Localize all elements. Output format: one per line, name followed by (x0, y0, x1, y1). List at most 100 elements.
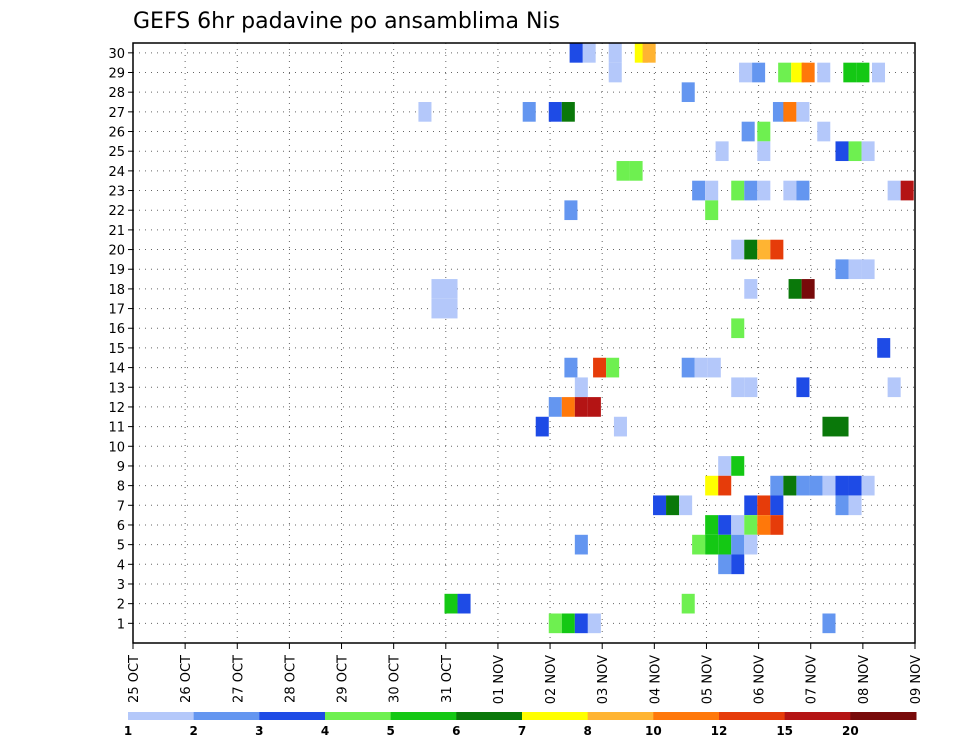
x-tick-label: 01 NOV (492, 655, 507, 704)
heatmap-cell (887, 377, 901, 398)
x-tick-label: 03 NOV (596, 655, 611, 704)
colorbar-label: 7 (518, 724, 526, 738)
heatmap-cell (788, 279, 802, 299)
cells (418, 43, 914, 634)
heatmap-cell (582, 43, 596, 63)
heatmap-cell (835, 475, 849, 496)
heatmap-cell (731, 456, 745, 476)
colorbar-label: 4 (321, 724, 329, 738)
heatmap-cell (606, 357, 620, 378)
y-tick-label: 19 (108, 263, 125, 278)
colorbar-label: 1 (124, 724, 132, 738)
y-tick-label: 9 (117, 460, 125, 475)
y-tick-label: 16 (108, 322, 125, 337)
heatmap-cell (692, 180, 706, 201)
colorbar-swatch (587, 712, 654, 720)
heatmap-cell (574, 534, 588, 555)
heatmap-cell (757, 495, 771, 516)
heatmap-cell (574, 613, 588, 634)
y-tick-label: 8 (117, 480, 125, 495)
heatmap-cell (744, 279, 758, 299)
heatmap-cell (718, 456, 732, 476)
y-tick-label: 26 (108, 126, 125, 141)
x-tick-label: 05 NOV (700, 655, 715, 704)
heatmap-cell (778, 62, 792, 83)
colorbar-label: 15 (776, 724, 793, 738)
heatmap-cell (822, 475, 836, 496)
colorbar-swatch (456, 712, 523, 720)
y-tick-label: 2 (117, 598, 125, 613)
heatmap-cell (796, 475, 810, 496)
colorbar-swatch (522, 712, 589, 720)
heatmap-cell (757, 515, 771, 535)
heatmap-cell (809, 475, 823, 496)
heatmap-cell (444, 279, 458, 299)
x-tick-label: 27 OCT (231, 655, 246, 703)
heatmap-cell (666, 495, 680, 516)
y-tick-label: 15 (108, 342, 125, 357)
y-tick-label: 11 (108, 421, 125, 436)
colorbar-swatch (719, 712, 786, 720)
heatmap-cell (822, 613, 836, 634)
y-tick-label: 17 (108, 303, 125, 318)
colorbar-swatch (259, 712, 326, 720)
y-tick-label: 3 (117, 578, 125, 593)
heatmap-cell (752, 62, 766, 83)
heatmap-cell (744, 239, 758, 260)
heatmap-cell (431, 279, 445, 299)
y-tick-label: 7 (117, 499, 125, 514)
heatmap-cell (843, 62, 857, 83)
heatmap-cell (817, 62, 831, 83)
heatmap-cell (608, 43, 622, 63)
heatmap-cell (848, 259, 862, 280)
y-tick-label: 28 (108, 86, 125, 101)
heatmap-cell (681, 357, 695, 378)
heatmap-cell (718, 515, 732, 535)
y-tick-label: 13 (108, 381, 125, 396)
heatmap-cell (608, 62, 622, 83)
heatmap-cell (548, 102, 562, 122)
colorbar-swatch (653, 712, 720, 720)
colorbar-label: 2 (189, 724, 197, 738)
colorbar-swatch (850, 712, 917, 720)
colorbar-label: 3 (255, 724, 263, 738)
heatmap-cell (548, 613, 562, 634)
heatmap-cell (548, 397, 562, 417)
heatmap-cell (444, 298, 458, 319)
heatmap-cell (783, 180, 797, 201)
y-tick-label: 27 (108, 106, 125, 121)
heatmap-cell (757, 180, 771, 201)
heatmap-cell (616, 161, 630, 181)
heatmap-cell (835, 495, 849, 516)
heatmap-cell (772, 102, 786, 122)
y-tick-label: 4 (117, 558, 125, 573)
x-tick-label: 04 NOV (648, 655, 663, 704)
heatmap-cell (744, 534, 758, 555)
y-tick-label: 14 (108, 362, 125, 377)
heatmap-cell (770, 475, 784, 496)
heatmap-cell (574, 397, 588, 417)
heatmap-cell (718, 475, 732, 496)
y-tick-label: 5 (117, 539, 125, 554)
heatmap-cell (783, 102, 797, 122)
heatmap-cell (801, 62, 815, 83)
colorbar-label: 6 (452, 724, 460, 738)
heatmap-cell (444, 593, 458, 614)
heatmap-cell (877, 338, 891, 358)
y-tick-label: 6 (117, 519, 125, 534)
heatmap-cell (457, 593, 471, 614)
heatmap-cell (848, 495, 862, 516)
heatmap-cell (653, 495, 667, 516)
heatmap-cell (715, 141, 729, 162)
y-tick-label: 23 (108, 185, 125, 200)
heatmap-cell (564, 357, 578, 378)
x-tick-label: 02 NOV (544, 655, 559, 704)
y-tick-label: 21 (108, 224, 125, 239)
heatmap-cell (705, 180, 719, 201)
colorbar-swatch (390, 712, 457, 720)
heatmap-cell (887, 180, 901, 201)
heatmap-cell (861, 259, 875, 280)
x-tick-label: 28 OCT (283, 655, 298, 703)
colorbar-label: 10 (645, 724, 662, 738)
heatmap-cell (681, 82, 695, 103)
